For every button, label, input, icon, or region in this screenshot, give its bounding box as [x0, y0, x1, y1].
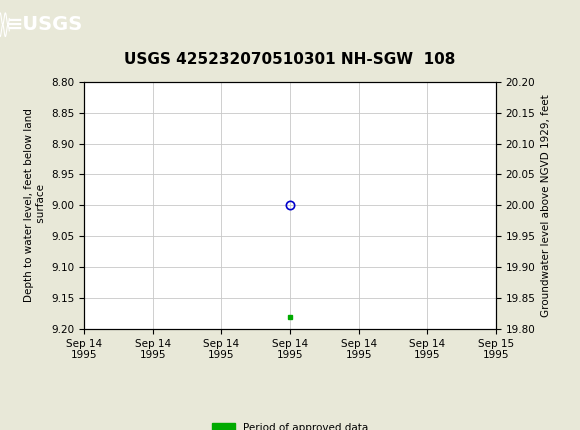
Y-axis label: Groundwater level above NGVD 1929, feet: Groundwater level above NGVD 1929, feet [541, 94, 551, 317]
Text: ≡USGS: ≡USGS [7, 15, 83, 34]
Text: USGS 425232070510301 NH-SGW  108: USGS 425232070510301 NH-SGW 108 [124, 52, 456, 67]
Y-axis label: Depth to water level, feet below land
 surface: Depth to water level, feet below land su… [24, 108, 46, 302]
Legend: Period of approved data: Period of approved data [212, 423, 368, 430]
